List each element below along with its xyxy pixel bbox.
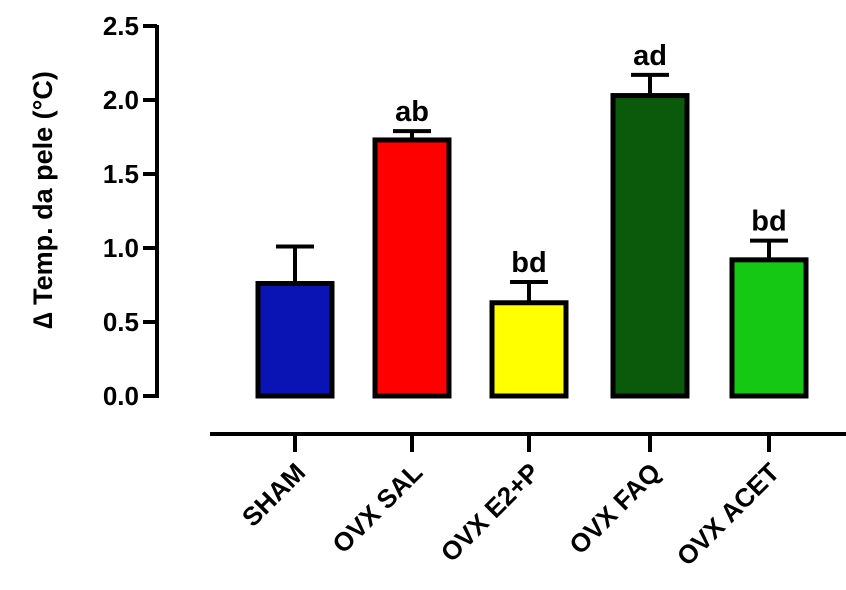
significance-label: bd bbox=[751, 206, 786, 238]
x-tick-label: OVX ACET bbox=[671, 457, 786, 572]
x-axis-ticks: SHAM OVX SAL OVX E2+P OVX FAQ OVX ACET bbox=[236, 434, 785, 572]
y-tick-label: 2.5 bbox=[103, 11, 139, 41]
bar bbox=[489, 300, 569, 399]
bar bbox=[610, 93, 690, 399]
x-tick-label: OVX SAL bbox=[326, 457, 428, 559]
y-axis-label: ∆ Temp. da pele (°C) bbox=[28, 71, 58, 329]
y-tick-label: 0.5 bbox=[103, 307, 139, 337]
x-tick-label: OVX FAQ bbox=[563, 457, 666, 560]
bar bbox=[255, 281, 335, 399]
y-tick-label: 0.0 bbox=[103, 381, 139, 411]
significance-label: bd bbox=[511, 247, 546, 279]
bar bbox=[372, 137, 452, 399]
y-axis-ticks: 0.0 0.5 1.0 1.5 2.0 2.5 bbox=[103, 11, 157, 411]
bar bbox=[729, 257, 809, 399]
y-tick-label: 1.0 bbox=[103, 233, 139, 263]
y-tick-label: 2.0 bbox=[103, 85, 139, 115]
significance-label: ab bbox=[395, 96, 429, 128]
significance-label: ad bbox=[633, 40, 667, 72]
x-tick-label: SHAM bbox=[236, 457, 311, 532]
y-tick-label: 1.5 bbox=[103, 159, 139, 189]
x-tick-label: OVX E2+P bbox=[435, 457, 546, 568]
bars: ab bd ad bd bbox=[255, 40, 809, 399]
